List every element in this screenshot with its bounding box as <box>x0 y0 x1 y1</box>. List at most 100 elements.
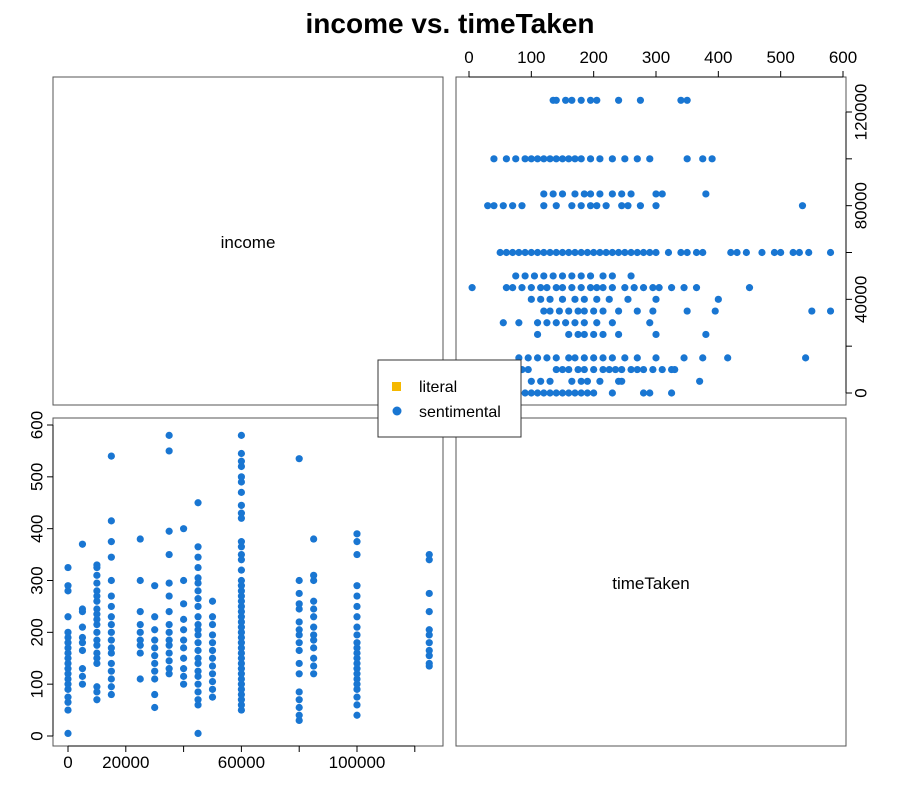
timeTaken-tick-label-top-5: 500 <box>766 48 794 67</box>
point-top-12 <box>571 389 579 397</box>
income-tick-label-bottom-3: 100000 <box>329 753 386 772</box>
timeTaken-tick-label-top-1: 100 <box>517 48 545 67</box>
point-top-226 <box>533 155 542 163</box>
point-bottom-168 <box>237 613 245 621</box>
point-bottom-124 <box>194 639 202 647</box>
point-top-87 <box>646 319 654 327</box>
point-top-218 <box>652 190 660 198</box>
point-top-137 <box>745 284 754 292</box>
point-top-26 <box>596 377 604 385</box>
point-bottom-115 <box>194 701 202 709</box>
point-top-172 <box>633 248 641 257</box>
point-bottom-76 <box>136 535 144 543</box>
legend-swatch-literal <box>392 382 401 391</box>
point-bottom-119 <box>194 672 202 680</box>
point-top-154 <box>521 248 529 257</box>
point-top-13 <box>577 389 585 397</box>
timeTaken-tick-label-top-0: 0 <box>464 48 473 67</box>
point-top-39 <box>599 365 607 374</box>
point-top-112 <box>652 295 660 303</box>
point-top-173 <box>639 248 648 257</box>
point-bottom-112 <box>180 576 188 585</box>
point-bottom-246 <box>425 646 433 655</box>
point-bottom-207 <box>295 455 303 463</box>
point-top-95 <box>599 307 607 315</box>
point-bottom-238 <box>353 592 361 600</box>
point-bottom-161 <box>237 649 245 657</box>
point-top-230 <box>558 155 567 163</box>
timeTaken-tick-label-top-2: 200 <box>579 48 607 67</box>
income-tick-label-right-3: 120000 <box>851 84 870 141</box>
point-top-23 <box>568 377 576 385</box>
point-bottom-245 <box>425 652 433 660</box>
point-top-33 <box>552 365 560 374</box>
point-bottom-148 <box>208 613 217 621</box>
legend: literal sentimental <box>377 359 522 438</box>
point-bottom-92 <box>165 641 173 649</box>
point-bottom-31 <box>93 688 101 696</box>
point-bottom-61 <box>107 602 115 611</box>
point-top-4 <box>521 389 529 397</box>
point-bottom-170 <box>237 602 245 611</box>
point-top-159 <box>552 248 560 257</box>
point-bottom-95 <box>165 620 173 629</box>
point-top-229 <box>552 155 560 163</box>
point-bottom-182 <box>237 509 245 517</box>
point-bottom-166 <box>237 623 245 631</box>
point-bottom-241 <box>353 538 361 546</box>
point-bottom-114 <box>194 729 202 738</box>
legend-label-sentimental: sentimental <box>419 404 501 421</box>
point-top-135 <box>680 284 688 292</box>
point-bottom-178 <box>237 550 245 559</box>
point-bottom-105 <box>180 665 188 673</box>
point-bottom-2 <box>64 698 72 706</box>
point-bottom-211 <box>310 644 318 652</box>
timeTaken-tick-label-left-2: 200 <box>27 618 46 646</box>
point-top-124 <box>577 284 585 292</box>
point-top-198 <box>568 202 576 210</box>
point-bottom-141 <box>208 670 217 678</box>
point-top-191 <box>484 202 492 210</box>
point-bottom-66 <box>107 517 115 525</box>
point-bottom-62 <box>107 592 115 600</box>
point-bottom-72 <box>136 628 144 636</box>
point-top-184 <box>758 248 766 257</box>
point-top-215 <box>608 190 616 198</box>
point-top-185 <box>770 248 779 257</box>
timeTaken-tick-label-top-6: 600 <box>829 48 857 67</box>
point-bottom-86 <box>151 613 159 621</box>
point-bottom-25 <box>78 633 87 642</box>
point-bottom-71 <box>136 636 144 644</box>
point-bottom-128 <box>194 613 202 621</box>
point-top-210 <box>558 190 567 198</box>
point-bottom-152 <box>237 696 245 704</box>
point-bottom-150 <box>237 706 245 714</box>
point-top-236 <box>608 155 616 163</box>
point-top-242 <box>708 155 716 163</box>
point-top-17 <box>639 389 648 397</box>
point-top-200 <box>586 202 595 210</box>
point-top-153 <box>515 248 523 257</box>
point-top-10 <box>558 389 567 397</box>
point-bottom-55 <box>107 649 115 657</box>
point-bottom-19 <box>64 563 72 572</box>
point-bottom-195 <box>295 688 303 696</box>
point-top-212 <box>580 190 588 198</box>
panel-income-diag <box>52 76 444 406</box>
point-bottom-15 <box>64 628 72 636</box>
point-top-11 <box>565 389 573 397</box>
point-top-158 <box>546 248 554 257</box>
point-top-98 <box>649 307 657 315</box>
point-top-174 <box>646 248 654 257</box>
point-bottom-228 <box>353 665 361 673</box>
point-bottom-42 <box>93 605 101 613</box>
point-top-67 <box>802 354 810 362</box>
point-top-139 <box>521 272 529 280</box>
point-top-132 <box>649 284 657 292</box>
point-bottom-212 <box>310 636 318 644</box>
point-top-232 <box>571 155 579 163</box>
point-top-202 <box>602 202 610 210</box>
point-bottom-197 <box>295 659 303 668</box>
point-top-211 <box>571 190 579 198</box>
point-bottom-235 <box>353 623 361 631</box>
